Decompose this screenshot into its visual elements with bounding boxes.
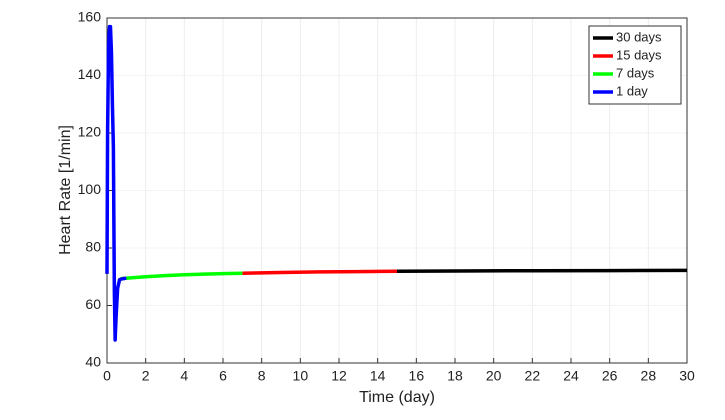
y-tick-label: 140 xyxy=(78,66,102,82)
x-tick-label: 20 xyxy=(486,368,502,384)
line xyxy=(120,271,243,281)
y-tick-label: 60 xyxy=(85,296,101,312)
x-tick-label: 18 xyxy=(447,368,463,384)
x-tick-label: 30 xyxy=(679,368,695,384)
x-tick-label: 28 xyxy=(641,368,657,384)
line xyxy=(105,24,127,342)
y-tick-label: 80 xyxy=(85,239,101,255)
legend: 30 days 15 days 7 days 1 day xyxy=(588,25,682,105)
x-tick-label: 26 xyxy=(602,368,618,384)
x-tick-label: 16 xyxy=(409,368,425,384)
x-tick-label: 12 xyxy=(331,368,347,384)
x-tick-label: 14 xyxy=(370,368,386,384)
y-tick-label: 100 xyxy=(78,181,102,197)
y-tick-label: 40 xyxy=(85,354,101,370)
x-tick-label: 10 xyxy=(293,368,309,384)
line xyxy=(242,269,398,276)
x-tick-label: 2 xyxy=(142,368,150,384)
legend-label: 1 day xyxy=(616,83,648,98)
x-tick-label: 8 xyxy=(258,368,266,384)
y-tick-label: 160 xyxy=(78,9,102,25)
x-tick-label: 6 xyxy=(219,368,227,384)
x-tick-label: 22 xyxy=(525,368,541,384)
x-tick-label: 4 xyxy=(180,368,188,384)
legend-label: 7 days xyxy=(616,65,655,80)
x-tick-label: 24 xyxy=(563,368,579,384)
x-tick-label: 0 xyxy=(103,368,111,384)
y-axis-label: Heart Rate [1/min] xyxy=(57,125,74,255)
legend-label: 30 days xyxy=(616,29,662,44)
line xyxy=(396,268,688,274)
x-axis-label: Time (day) xyxy=(359,389,435,406)
legend-label: 15 days xyxy=(616,47,662,62)
y-tick-label: 120 xyxy=(78,124,102,140)
